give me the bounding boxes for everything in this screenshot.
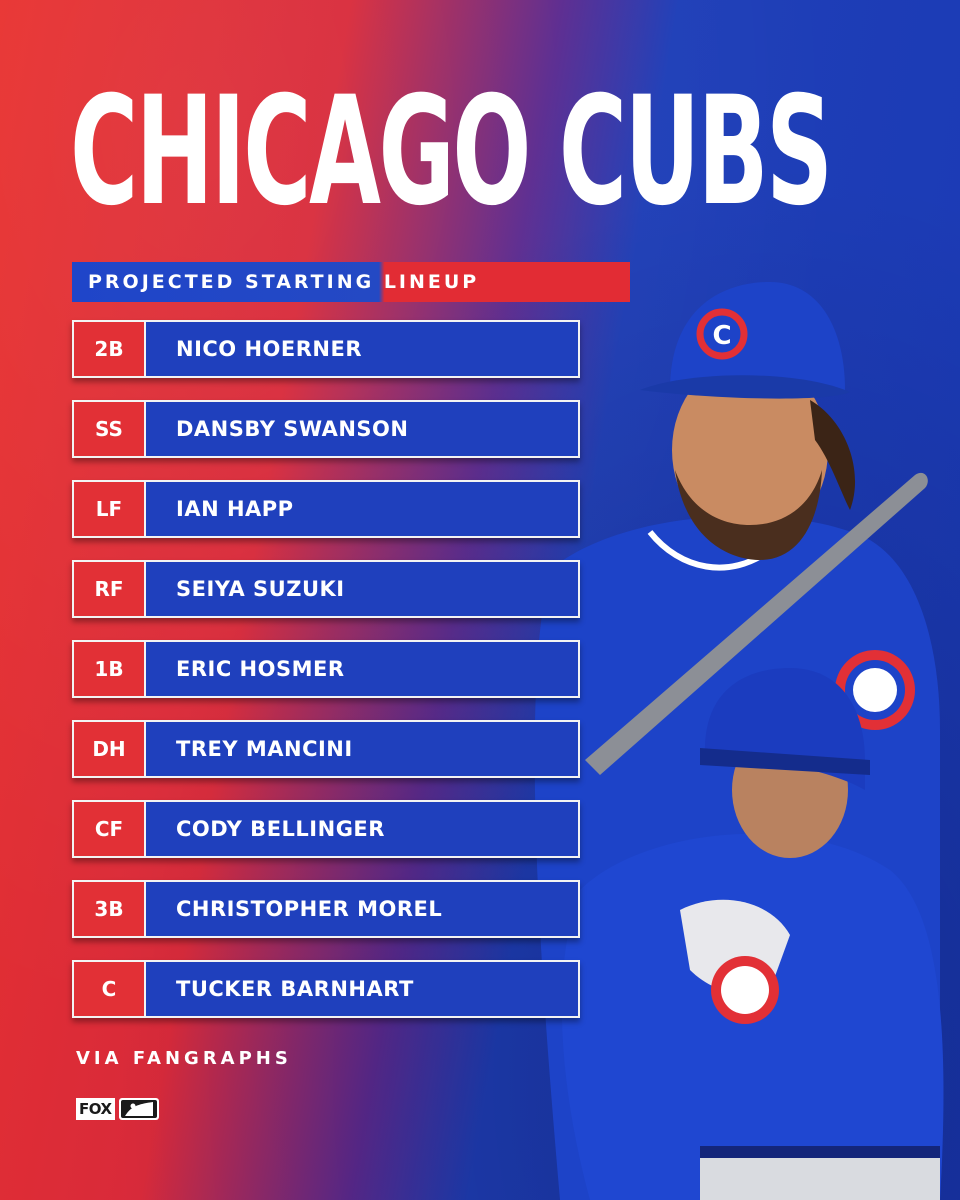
players-photo: C: [534, 282, 944, 1200]
player-name: NICO HOERNER: [146, 320, 580, 378]
lineup-row: 2B NICO HOERNER: [72, 320, 580, 378]
position-badge: DH: [72, 720, 146, 778]
position-badge: RF: [72, 560, 146, 618]
player-name: TREY MANCINI: [146, 720, 580, 778]
player-name: CHRISTOPHER MOREL: [146, 880, 580, 938]
lineup-row: C TUCKER BARNHART: [72, 960, 580, 1018]
position-badge: CF: [72, 800, 146, 858]
position-badge: 2B: [72, 320, 146, 378]
position-badge: LF: [72, 480, 146, 538]
source-credit: VIA FANGRAPHS: [76, 1048, 292, 1069]
mlb-logo-icon: [118, 1098, 159, 1120]
lineup-row: LF IAN HAPP: [72, 480, 580, 538]
subtitle: PROJECTED STARTING LINEUP: [88, 271, 480, 293]
player-name: SEIYA SUZUKI: [146, 560, 580, 618]
position-badge: 3B: [72, 880, 146, 938]
player-name: ERIC HOSMER: [146, 640, 580, 698]
lineup-row: RF SEIYA SUZUKI: [72, 560, 580, 618]
lineup-row: 1B ERIC HOSMER: [72, 640, 580, 698]
lineup-row: DH TREY MANCINI: [72, 720, 580, 778]
player-name: IAN HAPP: [146, 480, 580, 538]
position-badge: SS: [72, 400, 146, 458]
subtitle-banner: [72, 262, 630, 302]
lineup-row: 3B CHRISTOPHER MOREL: [72, 880, 580, 938]
team-title: CHICAGO CUBS: [70, 65, 833, 239]
player-name: TUCKER BARNHART: [146, 960, 580, 1018]
position-badge: C: [72, 960, 146, 1018]
brand-logos: FOX: [76, 1098, 159, 1120]
player-name: CODY BELLINGER: [146, 800, 580, 858]
position-badge: 1B: [72, 640, 146, 698]
lineup-row: CF CODY BELLINGER: [72, 800, 580, 858]
player-name: DANSBY SWANSON: [146, 400, 580, 458]
svg-text:C: C: [712, 321, 731, 351]
lineup-row: SS DANSBY SWANSON: [72, 400, 580, 458]
fox-logo: FOX: [76, 1098, 115, 1120]
